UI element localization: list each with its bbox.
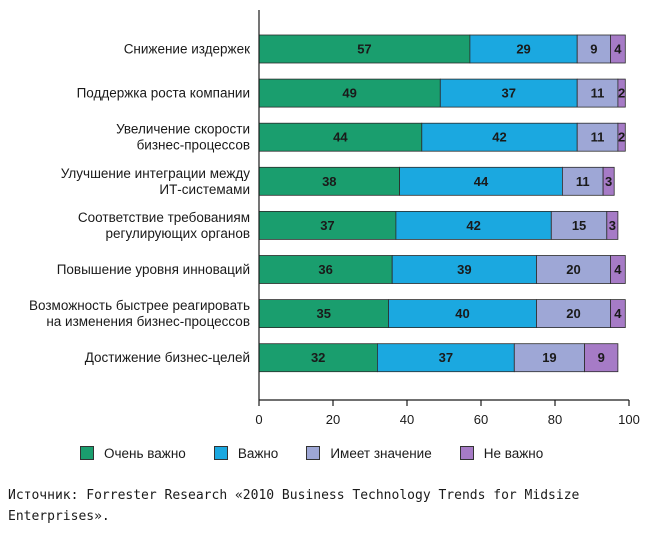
bar-value-label: 44: [474, 174, 489, 189]
bar-value-label: 42: [492, 130, 506, 145]
bar-value-label: 37: [320, 218, 334, 233]
x-tick-label: 20: [326, 412, 340, 427]
bar-segment: [258, 34, 471, 64]
source-note: Источник: Forrester Research «2010 Busin…: [8, 488, 580, 524]
bar-value-label: 15: [572, 218, 586, 233]
bar-value-label: 40: [455, 306, 469, 321]
category-label: бизнес-процессов: [137, 138, 250, 153]
category-label: Достижение бизнес-целей: [85, 350, 250, 365]
bar-segment: [617, 78, 626, 108]
bar-value-label: 39: [457, 262, 471, 277]
bar-segment: [439, 78, 578, 108]
category-label: Соответствие требованиям: [78, 210, 250, 225]
category-label: Улучшение интеграции между: [61, 166, 251, 181]
bar-segment: [258, 78, 441, 108]
bar-segment: [395, 210, 552, 240]
bar-value-label: 20: [566, 262, 580, 277]
bar-segment: [536, 255, 611, 284]
bar-segment: [388, 299, 537, 329]
bar-segment: [617, 122, 626, 152]
bar-value-label: 19: [542, 350, 556, 365]
bar-value-label: 11: [591, 86, 605, 101]
legend-swatch: [459, 446, 474, 460]
category-label: Повышение уровня инноваций: [57, 262, 250, 277]
bar-value-label: 11: [576, 174, 590, 189]
bar-value-label: 3: [605, 174, 612, 189]
bar-value-label: 29: [516, 42, 530, 57]
bar-segment: [610, 255, 626, 284]
bar-value-label: 4: [614, 262, 622, 277]
x-tick-label: 60: [474, 412, 488, 427]
legend-swatch: [213, 446, 228, 460]
category-label: на изменения бизнес-процессов: [46, 314, 250, 329]
x-tick-label: 0: [255, 412, 262, 427]
legend-label: Имеет значение: [330, 445, 432, 461]
bar-segment: [376, 343, 515, 373]
bar-segment: [550, 210, 608, 240]
legend-swatch: [80, 446, 94, 460]
bar-value-label: 35: [317, 306, 331, 321]
bar-segment: [258, 343, 378, 373]
bar-value-label: 49: [342, 86, 356, 101]
bar-value-label: 57: [357, 42, 371, 57]
bar-segment: [610, 34, 626, 64]
bar-segment: [584, 343, 619, 373]
bar-segment: [606, 210, 619, 240]
chart-legend: Очень важно Важно Имеет значение Не важно: [80, 443, 620, 463]
bar-segment: [576, 34, 611, 64]
x-tick-label: 80: [548, 412, 562, 427]
category-label: Увеличение скорости: [116, 122, 250, 137]
bar-value-label: 20: [566, 306, 580, 321]
category-label: Возможность быстрее реагировать: [29, 298, 250, 313]
bar-segment: [469, 34, 578, 64]
bar-value-label: 9: [590, 42, 597, 57]
bar-value-label: 4: [614, 306, 622, 321]
x-tick-label: 100: [618, 412, 640, 427]
bar-value-label: 36: [318, 262, 332, 277]
bar-segment: [258, 166, 401, 196]
bar-value-label: 38: [322, 174, 336, 189]
legend-swatch: [306, 446, 321, 460]
legend-item: Не важно: [459, 445, 544, 461]
bar-segment: [399, 166, 563, 196]
bar-segment: [391, 255, 537, 284]
legend-item: Имеет значение: [306, 445, 432, 461]
category-label: ИТ-системами: [159, 182, 250, 197]
bar-segment: [258, 255, 393, 284]
legend-item: Очень важно: [80, 446, 186, 461]
bar-segment: [258, 122, 423, 152]
category-label: Снижение издержек: [124, 42, 250, 57]
bar-value-label: 37: [439, 350, 453, 365]
bar-segment: [610, 299, 626, 329]
bar-segment: [421, 122, 578, 152]
bar-value-label: 32: [311, 350, 325, 365]
bar-value-label: 42: [466, 218, 480, 233]
bar-value-label: 2: [618, 86, 625, 101]
bar-segment: [258, 210, 397, 240]
x-tick-label: 40: [400, 412, 414, 427]
bar-value-label: 2: [618, 130, 625, 145]
bar-value-label: 4: [614, 42, 622, 57]
legend-item: Важно: [213, 445, 279, 461]
bar-segment: [576, 78, 619, 108]
bar-segment: [513, 343, 585, 373]
bar-value-label: 11: [591, 130, 605, 145]
bar-segment: [602, 166, 615, 196]
category-label: Поддержка роста компании: [77, 86, 250, 101]
bar-value-label: 9: [598, 350, 605, 365]
legend-label: Важно: [237, 445, 279, 461]
bar-value-label: 44: [333, 130, 348, 145]
category-label: регулирующих органов: [106, 226, 250, 241]
legend-label: Очень важно: [104, 445, 186, 461]
bar-segment: [258, 299, 389, 329]
bar-value-label: 37: [502, 86, 516, 101]
bar-segment: [576, 122, 619, 152]
bar-value-label: 3: [609, 218, 616, 233]
legend-label: Не важно: [483, 445, 544, 461]
